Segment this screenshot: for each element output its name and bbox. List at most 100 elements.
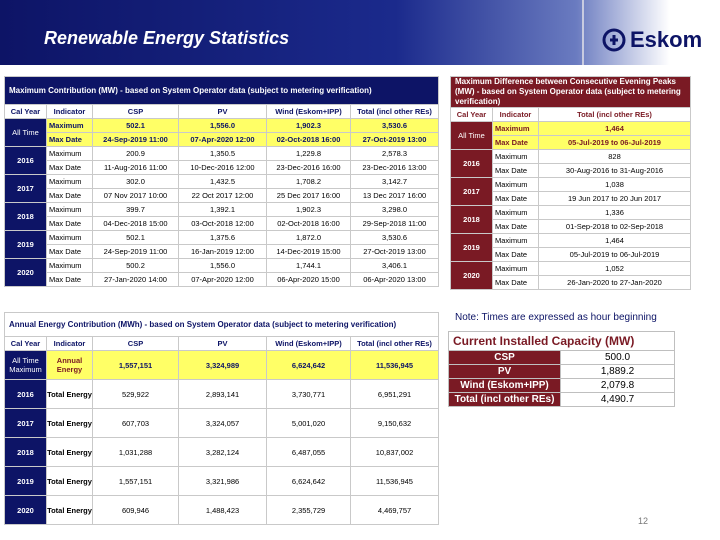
col-header: Wind (Eskom+IPP) bbox=[266, 104, 351, 119]
date-cell: 26-Jan-2020 to 27-Jan-2020 bbox=[538, 275, 691, 290]
date-cell: 25 Dec 2017 16:00 bbox=[266, 188, 351, 203]
col-header: PV bbox=[178, 336, 267, 351]
header-divider bbox=[582, 0, 584, 65]
indicator-cell: Total Energy bbox=[46, 379, 93, 409]
table-row: Max Date 26-Jan-2020 to 27-Jan-2020 bbox=[451, 275, 691, 290]
value-cell: 1,031,288 bbox=[92, 437, 179, 467]
table-row: All Time Maximum Annual Energy 1,557,151 3,… bbox=[4, 350, 439, 380]
date-cell: 23-Dec-2016 16:00 bbox=[266, 160, 351, 175]
value-cell: 2,578.3 bbox=[349, 146, 440, 161]
table-row: All Time Maximum 1,464 bbox=[450, 121, 691, 150]
table-row: Max Date 24-Sep-2019 11:00 07-Apr-2020 12:… bbox=[5, 132, 440, 147]
value-cell: 2,355,729 bbox=[266, 495, 351, 525]
indicator-cell: Max Date bbox=[46, 272, 93, 287]
value-cell: 1,872.0 bbox=[266, 230, 351, 245]
table-row: Max Date 05-Jul-2019 to 06-Jul-2019 bbox=[451, 247, 691, 262]
installed-capacity-table: Current Installed Capacity (MW) CSP 500.0… bbox=[447, 331, 676, 407]
capacity-value: 4,490.7 bbox=[559, 392, 676, 407]
value-cell: 1,375.6 bbox=[178, 230, 267, 245]
indicator-cell: Total Energy bbox=[46, 466, 93, 496]
indicator-cell: Max Date bbox=[46, 244, 93, 259]
indicator-cell: Max Date bbox=[492, 191, 539, 206]
year-cell: 2017 bbox=[4, 408, 47, 438]
value-cell: 3,530.6 bbox=[349, 230, 440, 245]
value-cell: 607,703 bbox=[92, 408, 179, 438]
value-cell: 1,229.8 bbox=[266, 146, 351, 161]
indicator-cell: Maximum bbox=[46, 202, 93, 217]
year-cell: 2019 bbox=[4, 466, 47, 496]
capacity-label: Wind (Eskom+IPP) bbox=[448, 378, 561, 393]
date-cell: 13 Dec 2017 16:00 bbox=[349, 188, 440, 203]
date-cell: 02-Oct-2018 16:00 bbox=[266, 216, 351, 231]
capacity-title: Current Installed Capacity (MW) bbox=[447, 331, 676, 351]
table-row: 2018 Maximum 399.7 1,392.1 1,902.3 3,298.0 bbox=[4, 202, 440, 231]
value-cell: 500.2 bbox=[92, 258, 179, 273]
indicator-cell: Max Date bbox=[492, 275, 539, 290]
date-cell: 07-Apr-2020 12:00 bbox=[178, 132, 267, 147]
value-cell: 529,922 bbox=[92, 379, 179, 409]
value-cell: 3,530.6 bbox=[349, 118, 440, 133]
value-cell: 1,556.0 bbox=[178, 118, 267, 133]
indicator-cell: Max Date bbox=[46, 132, 93, 147]
table-row: 2016 Total Energy 529,922 2,893,141 3,730,77… bbox=[4, 379, 439, 409]
max-difference-table: Maximum Difference between Consecutive E… bbox=[450, 76, 691, 290]
value-cell: 11,536,945 bbox=[350, 350, 439, 380]
capacity-value: 2,079.8 bbox=[559, 378, 676, 393]
eskom-logo-icon bbox=[602, 28, 626, 52]
date-cell: 23-Dec-2016 13:00 bbox=[349, 160, 440, 175]
indicator-cell: Maximum bbox=[492, 177, 539, 192]
value-cell: 3,282,124 bbox=[178, 437, 267, 467]
col-header: CSP bbox=[92, 336, 179, 351]
year-cell: 2018 bbox=[4, 202, 47, 231]
year-cell: 2017 bbox=[4, 174, 47, 203]
capacity-value: 500.0 bbox=[559, 350, 676, 365]
header-banner bbox=[0, 0, 720, 65]
indicator-cell: Maximum bbox=[492, 149, 539, 164]
col-header: Wind (Eskom+IPP) bbox=[266, 336, 351, 351]
indicator-cell: Maximum bbox=[46, 118, 93, 133]
table-row: 2018 Total Energy 1,031,288 3,282,124 6,487,… bbox=[4, 437, 439, 467]
note-text: Note: Times are expressed as hour beginn… bbox=[455, 312, 657, 323]
table-row: Max Date 27-Jan-2020 14:00 07-Apr-2020 12:… bbox=[5, 272, 440, 287]
indicator-cell: Maximum bbox=[46, 258, 93, 273]
value-cell: 3,406.1 bbox=[349, 258, 440, 273]
date-cell: 05-Jul-2019 to 06-Jul-2019 bbox=[538, 135, 691, 150]
indicator-cell: Annual Energy bbox=[46, 350, 93, 380]
value-cell: 2,893,141 bbox=[178, 379, 267, 409]
date-cell: 27-Jan-2020 14:00 bbox=[92, 272, 179, 287]
value-cell: 3,730,771 bbox=[266, 379, 351, 409]
table-row: Max Date 24-Sep-2019 11:00 16-Jan-2019 12:… bbox=[5, 244, 440, 259]
date-cell: 02-Oct-2018 16:00 bbox=[266, 132, 351, 147]
page-number: 12 bbox=[638, 516, 649, 526]
value-cell: 1,556.0 bbox=[178, 258, 267, 273]
col-header: Total (incl other REs) bbox=[350, 336, 439, 351]
col-header: CSP bbox=[92, 104, 179, 119]
table-row: Max Date 05-Jul-2019 to 06-Jul-2019 bbox=[451, 135, 691, 150]
indicator-cell: Max Date bbox=[492, 163, 539, 178]
value-cell: 1,708.2 bbox=[266, 174, 351, 189]
value-cell: 399.7 bbox=[92, 202, 179, 217]
value-cell: 6,624,642 bbox=[266, 350, 351, 380]
indicator-cell: Maximum bbox=[492, 205, 539, 220]
date-cell: 01-Sep-2018 to 02-Sep-2018 bbox=[538, 219, 691, 234]
capacity-label: Total (incl other REs) bbox=[448, 392, 561, 407]
value-cell: 5,001,020 bbox=[266, 408, 351, 438]
date-cell: 29-Sep-2018 11:00 bbox=[349, 216, 440, 231]
value-cell: 200.9 bbox=[92, 146, 179, 161]
table-row: Max Date 30-Aug-2016 to 31-Aug-2016 bbox=[451, 163, 691, 178]
year-cell: 2019 bbox=[450, 233, 493, 262]
annual-energy-table: Annual Energy Contribution (MWh) - based… bbox=[4, 312, 439, 525]
col-header: Indicator bbox=[46, 104, 93, 119]
year-cell: 2016 bbox=[4, 146, 47, 175]
year-cell: 2018 bbox=[450, 205, 493, 234]
value-cell: 10,837,002 bbox=[350, 437, 439, 467]
header-row: Cal Year Indicator Total (incl other REs… bbox=[450, 107, 691, 122]
date-cell: 06-Apr-2020 13:00 bbox=[349, 272, 440, 287]
indicator-cell: Total Energy bbox=[46, 437, 93, 467]
col-header: Indicator bbox=[46, 336, 93, 351]
date-cell: 27-Oct-2019 13:00 bbox=[349, 244, 440, 259]
value-cell: 1,557,151 bbox=[92, 466, 179, 496]
indicator-cell: Max Date bbox=[46, 160, 93, 175]
indicator-cell: Maximum bbox=[46, 230, 93, 245]
year-cell: 2020 bbox=[4, 495, 47, 525]
